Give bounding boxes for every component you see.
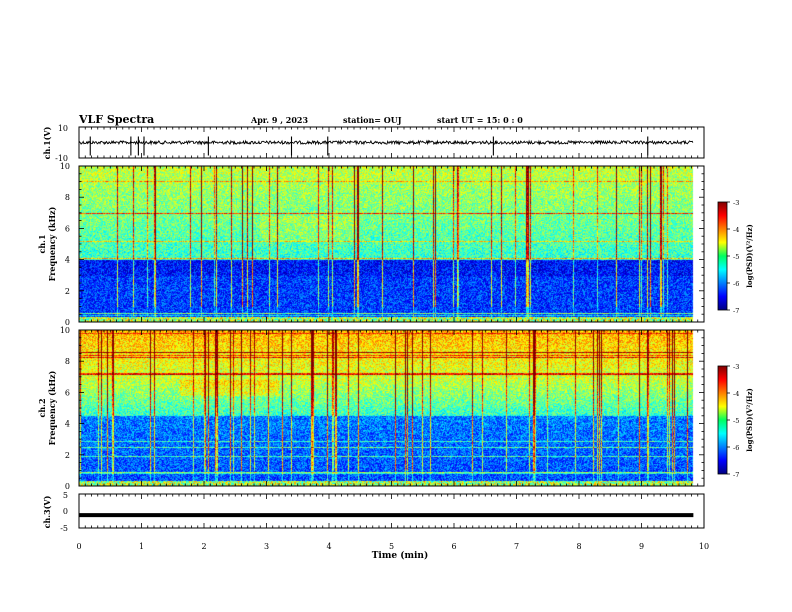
ch2-colorbar-tick-label: -5 — [733, 417, 739, 425]
ch1-colorbar-ticks: -3 -4 -5 -6 -7 — [727, 199, 739, 315]
ch1-colorbar-tick-label: -4 — [733, 226, 739, 234]
ch1-spec-ylabel-ch: ch.1 — [37, 234, 47, 253]
ch2-freq-tick-label: 2 — [65, 451, 70, 460]
time-tick-label: 1 — [139, 542, 144, 551]
station-label: station= OUJ — [343, 115, 402, 125]
ch1-freq-tick-label: 6 — [65, 224, 70, 233]
ch3-ytick-top: 5 — [63, 491, 68, 500]
ch1-freq-tick-label: 8 — [65, 193, 70, 202]
ch3-ticks — [78, 494, 705, 528]
ch3-ylabel: ch.3(V) — [42, 495, 52, 528]
ch2-spectrogram-image — [79, 330, 704, 486]
time-tick-label: 4 — [326, 542, 331, 551]
ch2-freq-tick-label: 10 — [60, 326, 70, 335]
ch2-colorbar-tick-label: -6 — [733, 444, 739, 452]
ch1-spectrogram-image — [79, 166, 704, 322]
time-tick-label: 0 — [76, 542, 81, 551]
ch1-freq-tick-label: 4 — [65, 256, 70, 265]
ch1-ytick-bottom: -10 — [55, 154, 68, 163]
ch3-ytick-mid: 0 — [63, 507, 68, 516]
ch2-colorbar-tick-label: -4 — [733, 390, 739, 398]
ch2-colorbar-tick-label: -3 — [733, 363, 739, 371]
time-tick-label: 7 — [514, 542, 519, 551]
date-label: Apr. 9 , 2023 — [251, 115, 309, 125]
ch2-colorbar — [717, 365, 728, 475]
ch1-trace — [78, 139, 694, 146]
ch1-ticks — [78, 127, 705, 158]
time-tick-label: 8 — [576, 542, 581, 551]
ch2-freq-tick-label: 4 — [65, 420, 70, 429]
ch1-freq-tick-label: 10 — [60, 162, 70, 171]
ch1-ylabel: ch.1(V) — [42, 126, 52, 159]
ch1-spectrogram-ticks: 0 2 4 6 8 10 — [60, 162, 705, 327]
ch1-waveform-panel: 10 -10 ch.1(V) — [42, 124, 705, 163]
ch1-colorbar — [717, 201, 728, 311]
ch2-freq-tick-label: 8 — [65, 357, 70, 366]
time-tick-label: 6 — [451, 542, 456, 551]
ch2-spec-ylabel-ch: ch.2 — [37, 398, 47, 417]
time-tick-label: 5 — [389, 542, 394, 551]
start-time-label: start UT = 15: 0 : 0 — [437, 115, 523, 125]
ch1-colorbar-label: log(PSD)(V²/Hz) — [745, 224, 754, 288]
time-axis: 0 1 2 3 4 5 6 7 8 9 10 — [76, 542, 709, 551]
ch1-freq-tick-label: 2 — [65, 287, 70, 296]
ch3-waveform-panel: 5 0 -5 ch.3(V) — [42, 491, 705, 533]
time-tick-label: 9 — [639, 542, 644, 551]
time-tick-label: 10 — [699, 542, 709, 551]
ch1-freq-tick-label: 0 — [65, 318, 70, 327]
ch1-spec-ylabel-freq: Frequency (kHz) — [47, 206, 57, 281]
time-tick-label: 2 — [201, 542, 206, 551]
time-axis-label: Time (min) — [372, 550, 429, 561]
ch3-waveform-frame — [78, 493, 705, 529]
ch2-spec-ylabel-freq: Frequency (kHz) — [47, 370, 57, 445]
ch1-colorbar-tick-label: -3 — [733, 199, 739, 207]
ch1-colorbar-tick-label: -6 — [733, 280, 739, 288]
chart-title: VLF Spectra — [79, 113, 155, 126]
ch1-colorbar-tick-label: -7 — [733, 307, 739, 315]
ch1-ytick-top: 10 — [58, 124, 68, 133]
ch2-spectrogram-ticks: 0 2 4 6 8 10 — [60, 326, 705, 491]
ch2-freq-tick-label: 0 — [65, 482, 70, 491]
time-tick-label: 3 — [264, 542, 269, 551]
ch1-colorbar-tick-label: -5 — [733, 253, 739, 261]
ch2-colorbar-label: log(PSD)(V²/Hz) — [745, 388, 754, 452]
ch2-freq-tick-label: 6 — [65, 388, 70, 397]
ch2-colorbar-tick-label: -7 — [733, 471, 739, 479]
ch2-colorbar-ticks: -3 -4 -5 -6 -7 — [727, 363, 739, 479]
ch3-ytick-bottom: -5 — [60, 524, 68, 533]
